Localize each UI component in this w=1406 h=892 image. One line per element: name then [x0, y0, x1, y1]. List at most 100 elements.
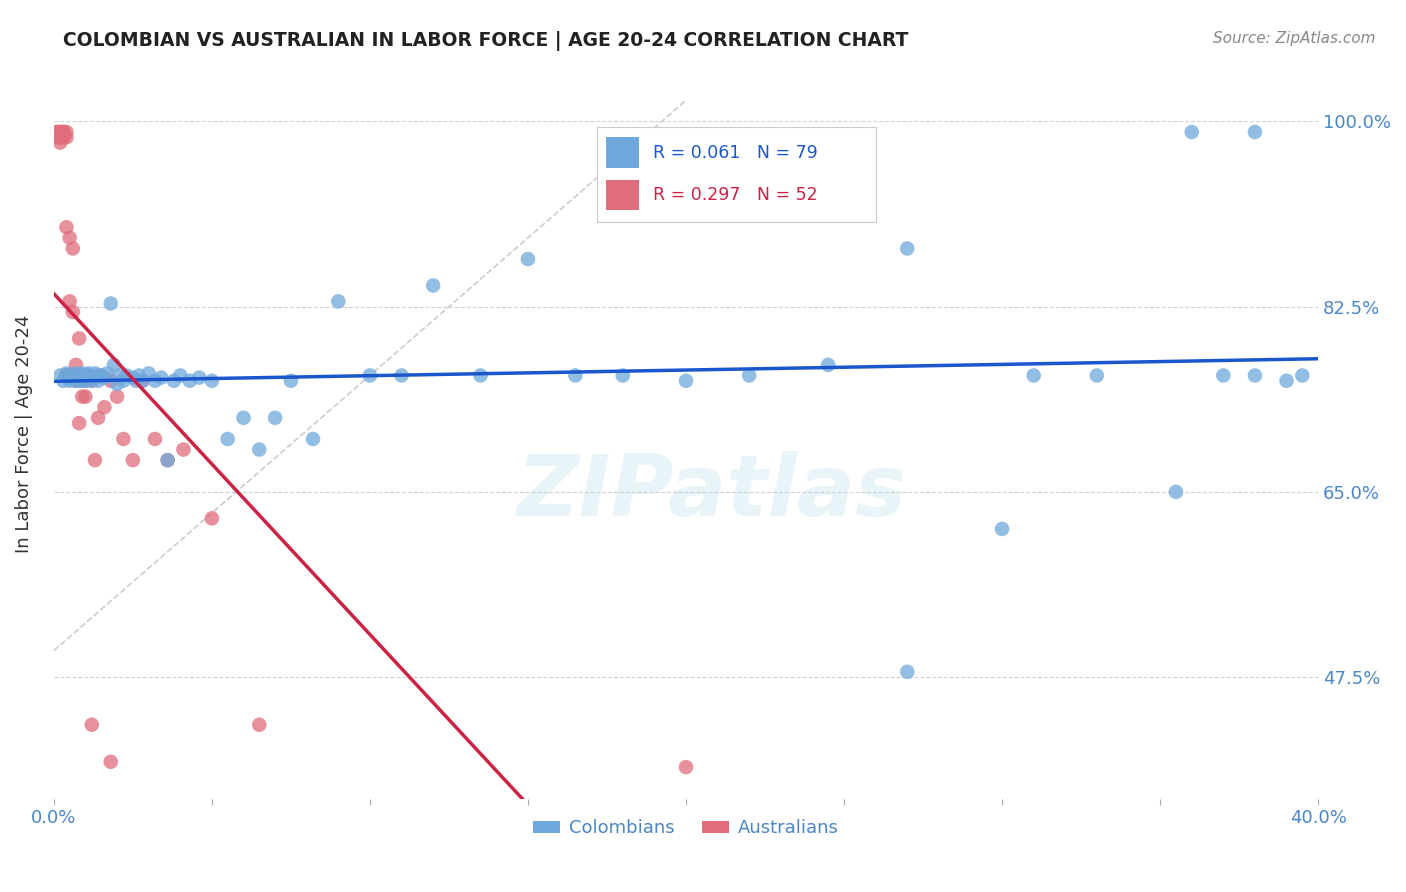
Point: [112, 432, 135, 446]
Point: [46, 130, 69, 145]
Point: [67, 370, 90, 384]
Point: [72, 390, 94, 404]
Point: [612, 368, 634, 383]
Point: [359, 368, 381, 383]
Point: [817, 358, 839, 372]
Point: [65, 374, 87, 388]
Point: [80, 374, 103, 388]
Point: [49, 136, 72, 150]
Point: [100, 296, 122, 310]
Point: [80, 717, 103, 731]
Point: [108, 368, 131, 383]
Point: [143, 432, 166, 446]
Point: [125, 374, 148, 388]
Point: [67, 416, 90, 430]
Point: [55, 368, 77, 383]
Point: [77, 368, 100, 383]
Point: [52, 374, 75, 388]
Point: [1275, 374, 1298, 388]
Point: [131, 374, 153, 388]
Point: [72, 370, 94, 384]
Point: [391, 368, 413, 383]
Point: [90, 368, 112, 383]
Point: [232, 410, 254, 425]
Point: [80, 374, 103, 388]
Point: [103, 358, 125, 372]
Point: [75, 374, 97, 388]
Point: [264, 410, 287, 425]
Point: [49, 125, 72, 139]
Point: [422, 278, 444, 293]
Point: [52, 125, 75, 139]
Point: [65, 374, 87, 388]
Point: [62, 242, 84, 256]
Point: [163, 374, 186, 388]
Point: [112, 374, 135, 388]
Point: [49, 368, 72, 383]
Point: [62, 370, 84, 384]
Point: [1164, 484, 1187, 499]
Point: [49, 125, 72, 139]
Point: [896, 242, 918, 256]
Point: [121, 453, 143, 467]
Point: [105, 390, 128, 404]
Point: [1291, 368, 1313, 383]
Point: [302, 432, 325, 446]
Point: [84, 370, 107, 384]
Point: [991, 522, 1014, 536]
Point: [172, 442, 194, 457]
Point: [62, 368, 84, 383]
Point: [72, 374, 94, 388]
Point: [87, 368, 110, 383]
Point: [1085, 368, 1108, 383]
Point: [100, 755, 122, 769]
Point: [59, 374, 82, 388]
Point: [59, 368, 82, 383]
Point: [65, 358, 87, 372]
Point: [72, 367, 94, 381]
Point: [65, 370, 87, 384]
Point: [1212, 368, 1234, 383]
Point: [1181, 125, 1204, 139]
Point: [52, 125, 75, 139]
Point: [97, 367, 120, 381]
Point: [55, 367, 77, 381]
Point: [59, 368, 82, 383]
Point: [80, 368, 103, 383]
Point: [564, 368, 586, 383]
Point: [128, 368, 150, 383]
Point: [87, 374, 110, 388]
Point: [675, 374, 697, 388]
Point: [75, 374, 97, 388]
Point: [46, 125, 69, 139]
Point: [72, 368, 94, 383]
Point: [179, 374, 201, 388]
Point: [55, 368, 77, 383]
Point: [84, 453, 107, 467]
Point: [143, 374, 166, 388]
Point: [75, 368, 97, 383]
Point: [87, 410, 110, 425]
Point: [46, 125, 69, 139]
Point: [65, 368, 87, 383]
Point: [77, 370, 100, 384]
Point: [470, 368, 492, 383]
Point: [247, 442, 270, 457]
Point: [59, 368, 82, 383]
Point: [93, 370, 115, 384]
Point: [1244, 368, 1267, 383]
Point: [49, 130, 72, 145]
Point: [280, 374, 302, 388]
Point: [156, 453, 179, 467]
Point: [115, 368, 138, 383]
Point: [121, 370, 143, 384]
Point: [217, 432, 239, 446]
Point: [55, 130, 77, 145]
Point: [150, 370, 173, 384]
Point: [59, 231, 82, 245]
Point: [67, 374, 90, 388]
Point: [328, 294, 350, 309]
Point: [77, 367, 100, 381]
Point: [90, 368, 112, 383]
Point: [75, 370, 97, 384]
